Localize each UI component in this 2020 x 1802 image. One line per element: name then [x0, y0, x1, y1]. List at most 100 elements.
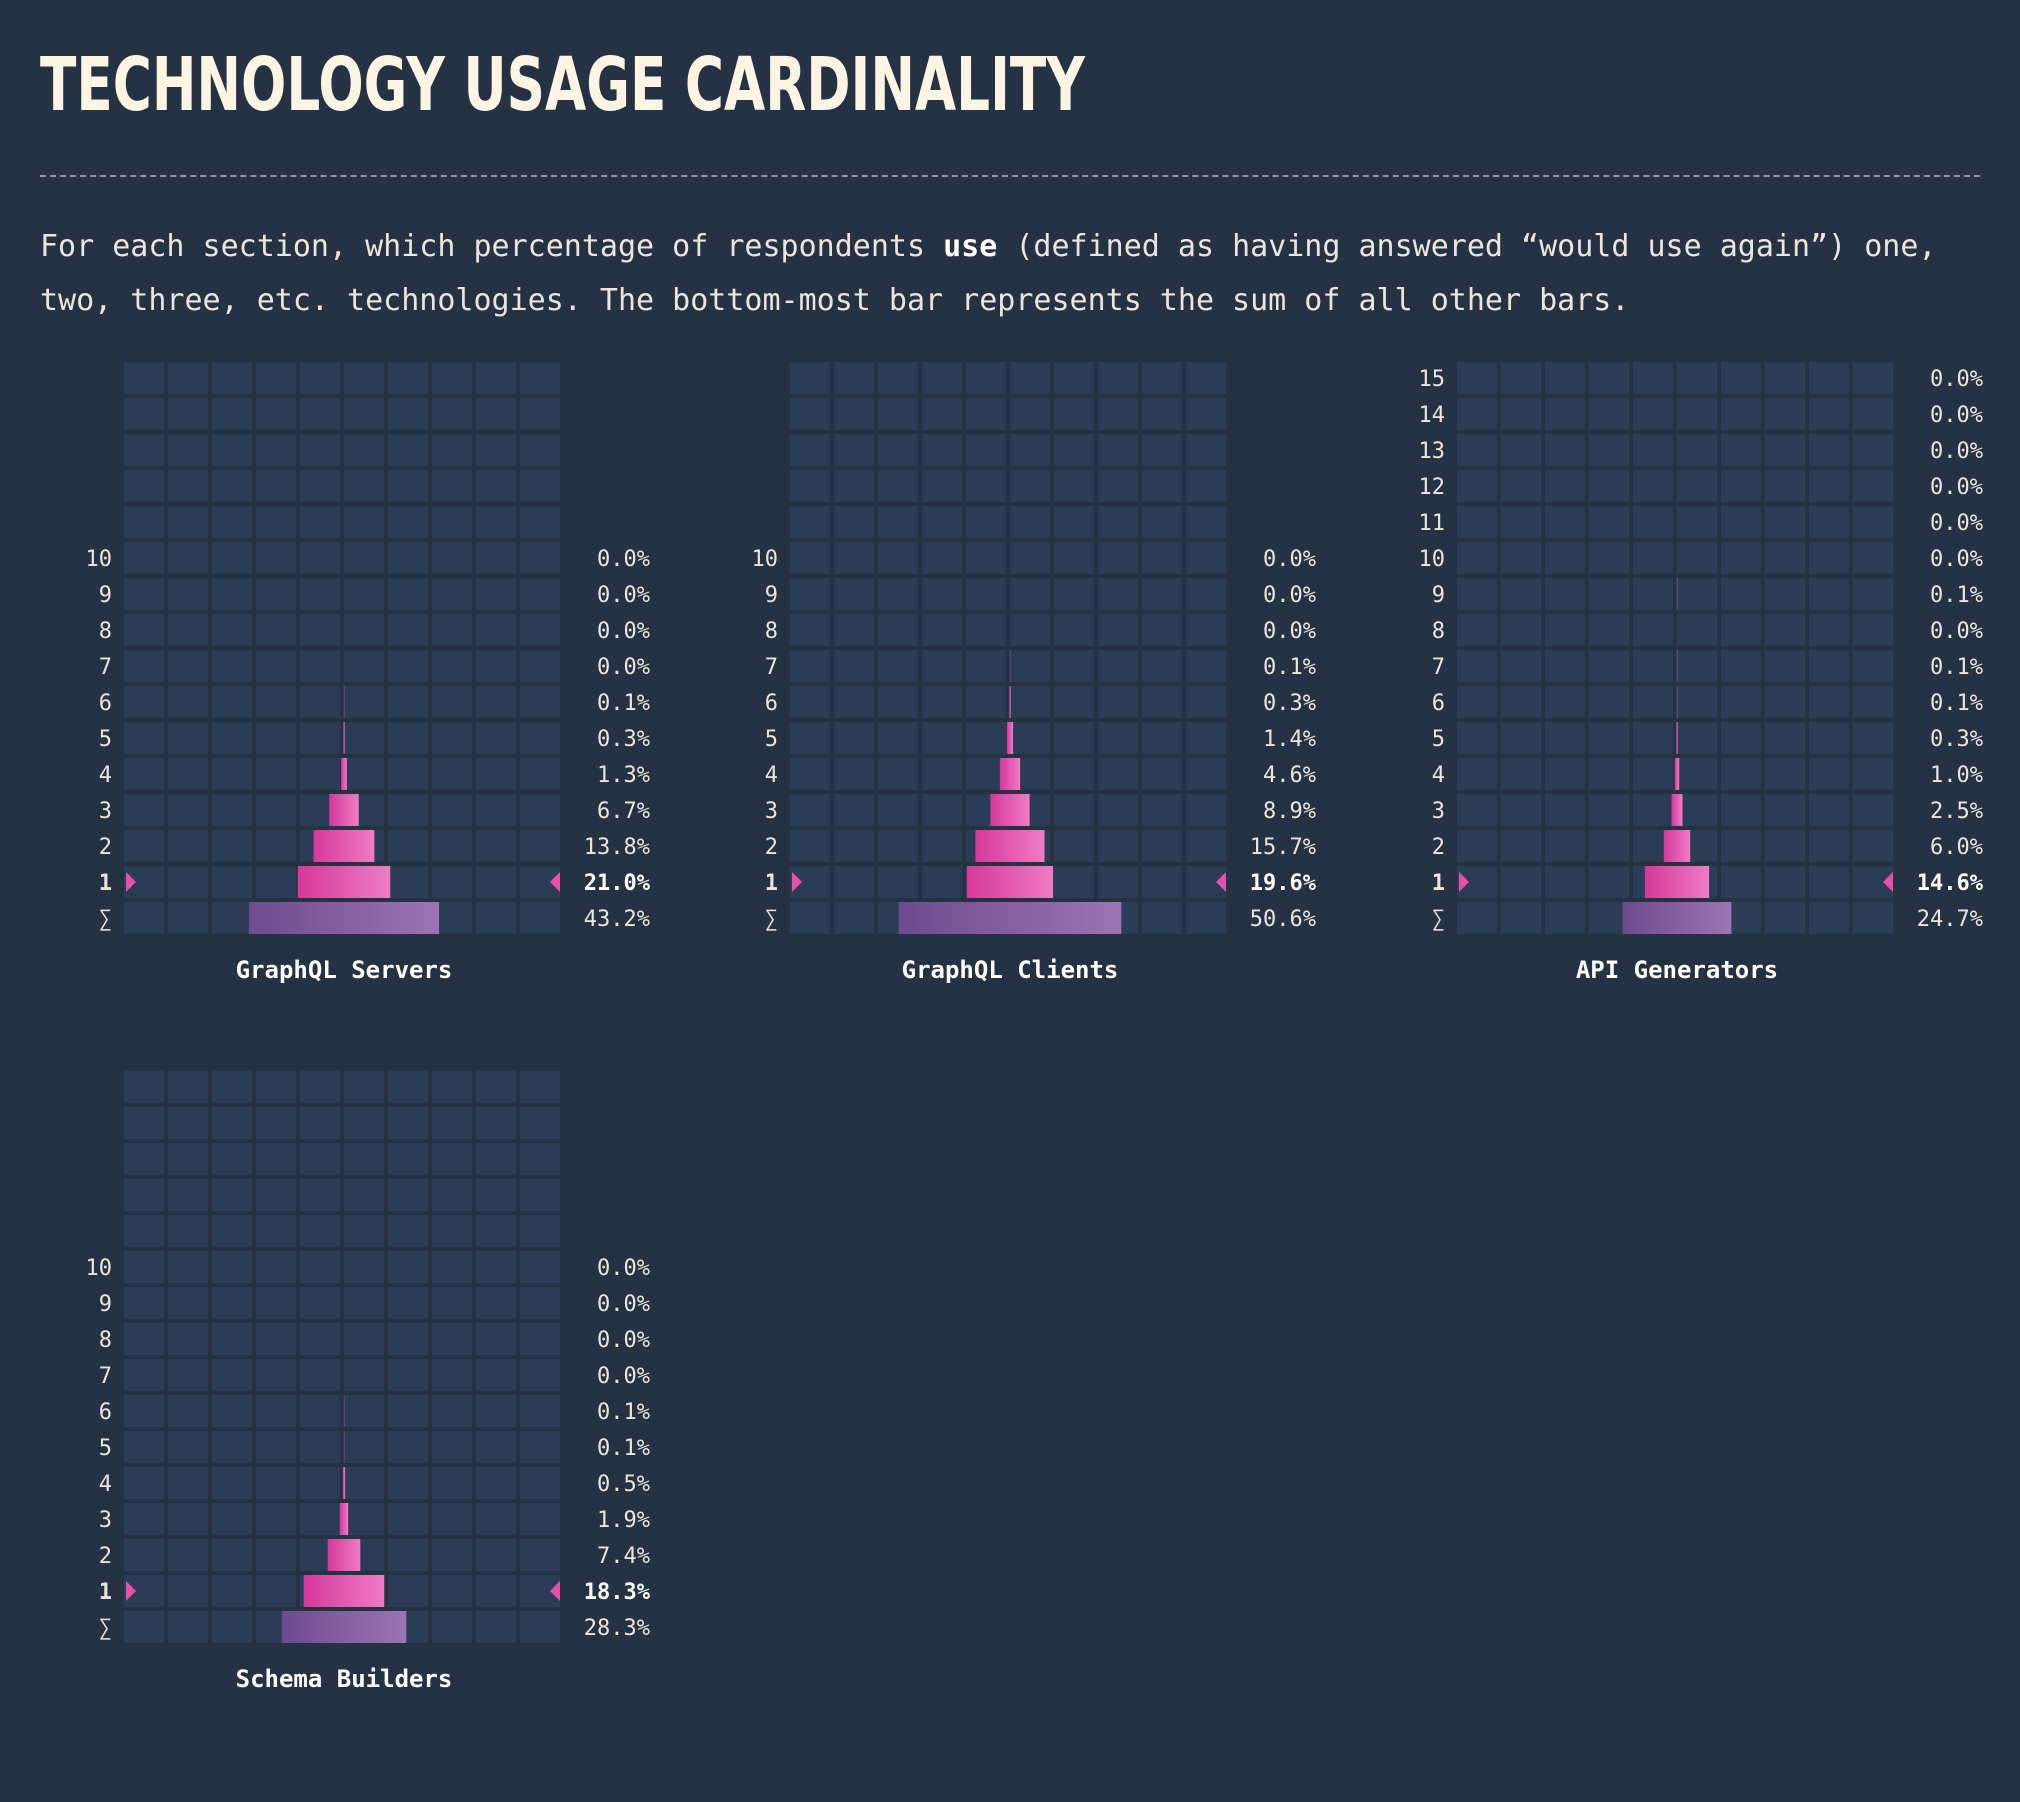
grid-cell: [834, 722, 874, 754]
grid-cell: [168, 866, 208, 898]
category-label: 11: [1419, 511, 1446, 536]
grid-cell: [1142, 902, 1182, 934]
grid-cell: [1457, 434, 1497, 466]
grid-cell: [344, 1287, 384, 1319]
grid-cell: [1809, 470, 1849, 502]
value-label: 2.5%: [1930, 799, 1983, 824]
grid-cell: [212, 1179, 252, 1211]
grid-cell: [1142, 758, 1182, 790]
value-label: 7.4%: [597, 1544, 650, 1569]
category-label: 1: [99, 1580, 112, 1605]
value-label: 1.4%: [1263, 727, 1316, 752]
grid-cell: [1809, 578, 1849, 610]
chart-api-generators: 15 0.0% 14 0.0% 13 0.0% 12 0.0% 11 0.0% 10 0.0% 9 0.1…: [1373, 362, 1984, 998]
grid-cell: [1853, 614, 1893, 646]
grid-cell: [256, 758, 296, 790]
grid-cell: [300, 1395, 340, 1427]
chart-schema-builders: 10 0.0% 9 0.0% 8 0.0% 7 0.0% 6 0.1% 5 0.1% 4 0.5% 3 1.9…: [40, 1071, 651, 1707]
grid-cell: [1457, 902, 1497, 934]
grid-cell: [1677, 470, 1717, 502]
grid-cell: [168, 722, 208, 754]
grid-cell: [388, 1575, 428, 1607]
grid-cell: [878, 578, 918, 610]
grid-cell: [878, 470, 918, 502]
category-label: 8: [99, 619, 112, 644]
grid-cell: [834, 506, 874, 538]
grid-cell: [432, 1215, 472, 1247]
grid-cell: [834, 902, 874, 934]
grid-cell: [520, 1611, 560, 1643]
category-label: 6: [765, 691, 778, 716]
grid-cell: [1633, 470, 1673, 502]
grid-cell: [1054, 398, 1094, 430]
grid-cell: [1186, 362, 1226, 394]
grid-cell: [168, 1395, 208, 1427]
bar: [1674, 758, 1680, 790]
bar: [339, 1503, 349, 1535]
grid-cell: [344, 722, 384, 754]
grid-cell: [1010, 614, 1050, 646]
grid-cell: [476, 866, 516, 898]
grid-cell: [212, 1287, 252, 1319]
grid-cell: [256, 794, 296, 826]
grid-cell: [1142, 434, 1182, 466]
grid-cell: [124, 1611, 164, 1643]
grid-cell: [1501, 902, 1541, 934]
grid-cell: [212, 902, 252, 934]
grid-cell: [1633, 722, 1673, 754]
grid-cell: [212, 542, 252, 574]
grid-cell: [344, 1215, 384, 1247]
grid-cell: [168, 1467, 208, 1499]
grid-cell: [1545, 434, 1585, 466]
grid-cell: [168, 902, 208, 934]
grid-cell: [300, 1251, 340, 1283]
value-label: 1.3%: [597, 763, 650, 788]
grid-cell: [922, 362, 962, 394]
grid-cell: [1010, 722, 1050, 754]
chart-svg: 10 0.0% 9 0.0% 8 0.0% 7 0.1% 6 0.3% 5 1.4% 4 4.6% 3 8.9…: [752, 362, 1317, 984]
grid-cell: [1853, 434, 1893, 466]
grid-cell: [520, 1143, 560, 1175]
grid-cell: [1765, 506, 1805, 538]
grid-cell: [124, 614, 164, 646]
grid-cell: [922, 722, 962, 754]
grid-cell: [1809, 758, 1849, 790]
grid-cell: [1545, 686, 1585, 718]
value-label: 19.6%: [1250, 871, 1317, 896]
grid-cell: [1098, 650, 1138, 682]
grid-cell: [212, 1611, 252, 1643]
grid-cell: [1765, 470, 1805, 502]
grid-cell: [520, 1359, 560, 1391]
grid-cell: [1721, 866, 1761, 898]
grid-cell: [1721, 470, 1761, 502]
category-label: 3: [99, 799, 112, 824]
value-label: 0.0%: [1930, 439, 1983, 464]
grid-cell: [922, 650, 962, 682]
grid-cell: [1457, 830, 1497, 862]
grid-cell: [168, 362, 208, 394]
chart-title: Schema Builders: [236, 1665, 453, 1693]
grid-cell: [256, 398, 296, 430]
grid-cell: [1098, 506, 1138, 538]
grid-cell: [1721, 758, 1761, 790]
grid-cell: [878, 758, 918, 790]
grid-cell: [834, 830, 874, 862]
grid-cell: [432, 866, 472, 898]
grid-cell: [1589, 434, 1629, 466]
grid-cell: [1186, 542, 1226, 574]
grid-cell: [256, 1215, 296, 1247]
grid-cell: [1809, 794, 1849, 826]
grid-cell: [1677, 722, 1717, 754]
grid-cell: [212, 1251, 252, 1283]
grid-cell: [388, 542, 428, 574]
grid-cell: [1721, 578, 1761, 610]
grid-cell: [388, 1467, 428, 1499]
category-label: 9: [99, 583, 112, 608]
grid-cell: [966, 722, 1006, 754]
grid-cell: [212, 434, 252, 466]
grid-cell: [476, 1503, 516, 1535]
value-label: 0.3%: [597, 727, 650, 752]
grid-cell: [790, 506, 830, 538]
highlight-marker-left: [126, 1581, 136, 1601]
grid-cell: [476, 830, 516, 862]
